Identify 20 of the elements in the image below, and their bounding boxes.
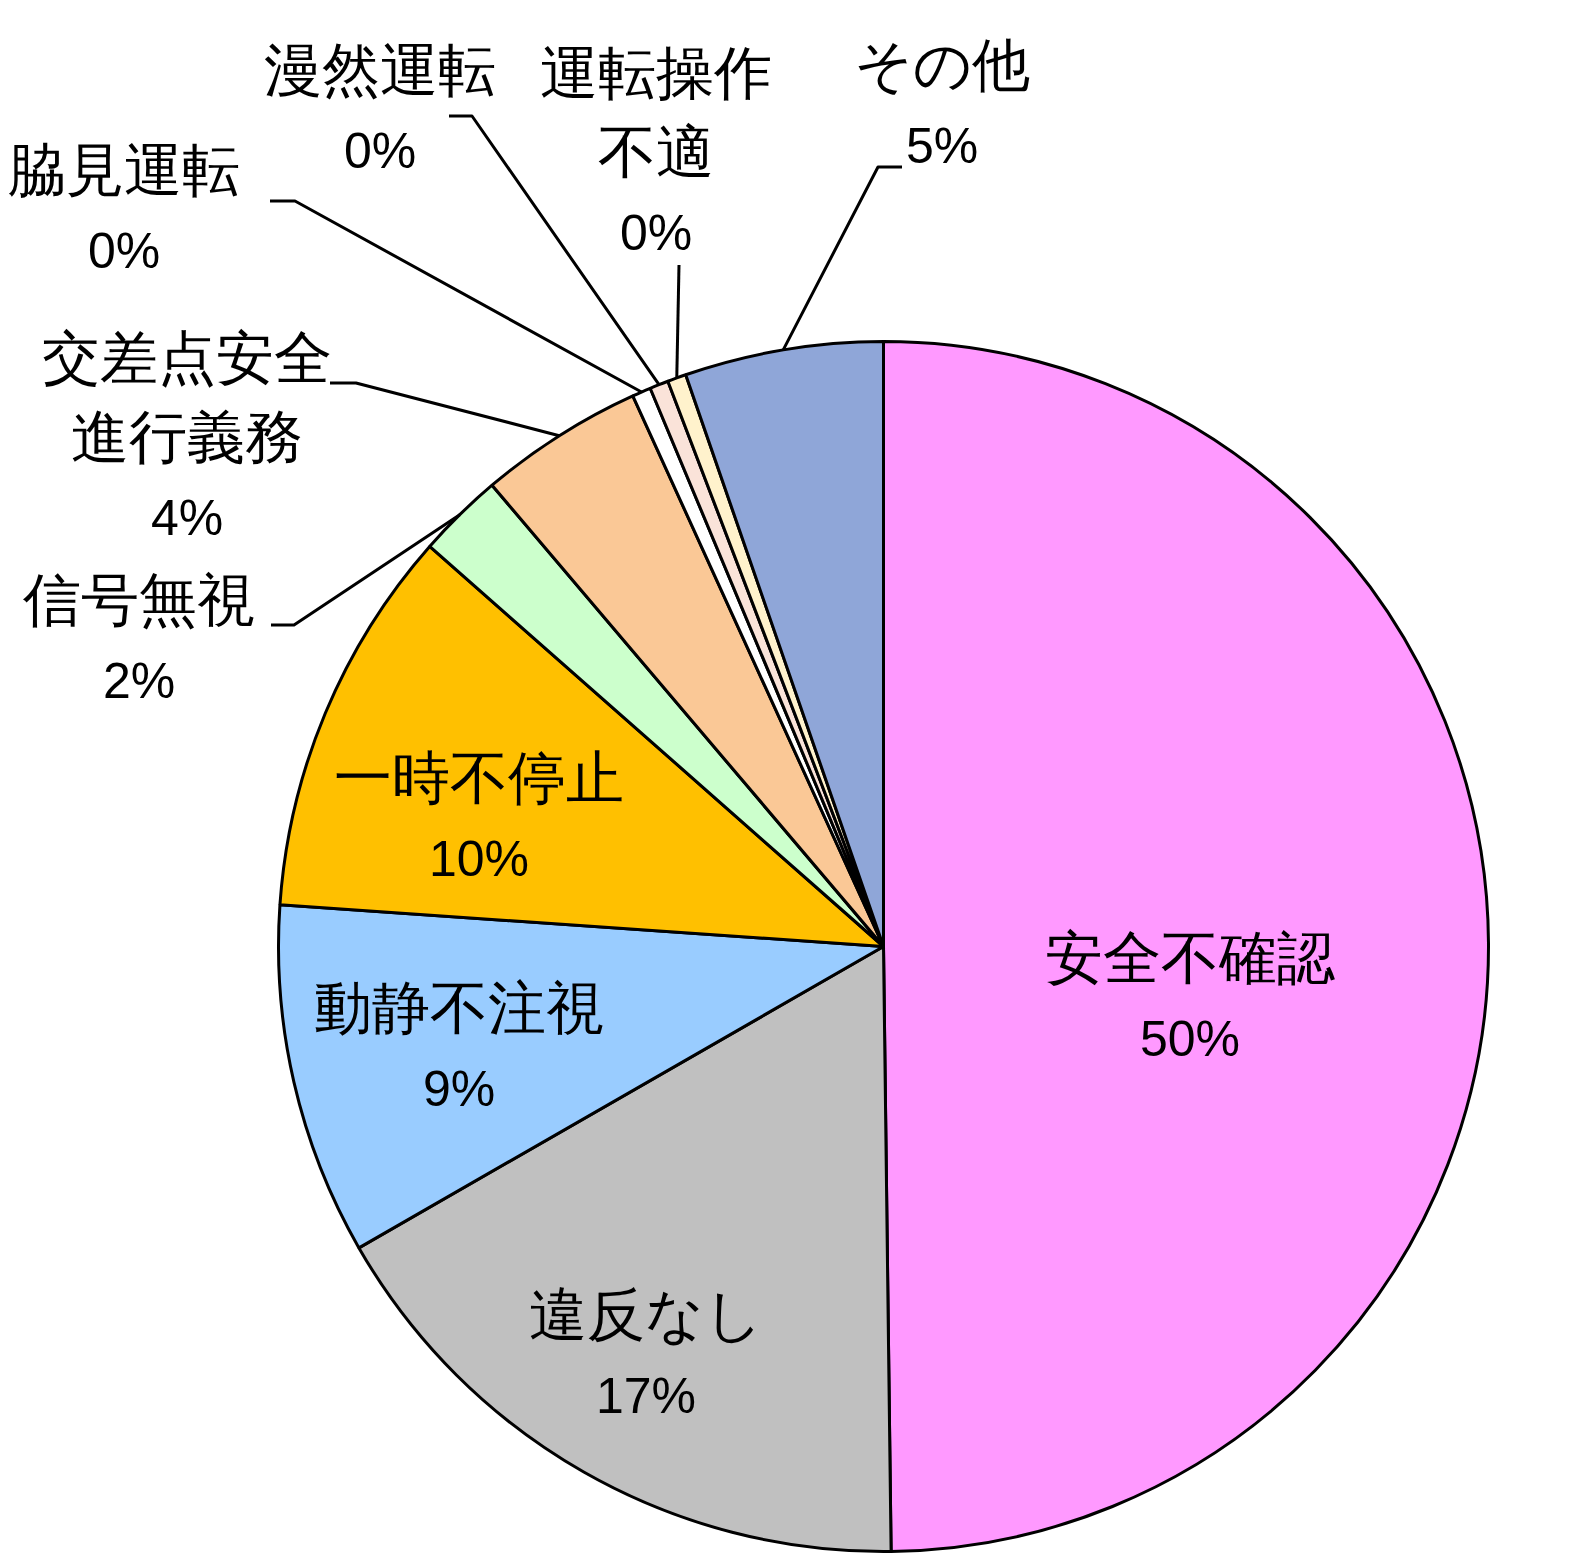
data-label: 0% bbox=[619, 204, 693, 261]
data-label: 2% bbox=[102, 652, 176, 709]
data-label: 17% bbox=[595, 1367, 697, 1424]
slice-label: 運転操作不適 bbox=[540, 39, 772, 187]
slice-label: 交差点安全進行義務 bbox=[42, 324, 332, 472]
slice-label: その他 bbox=[854, 31, 1030, 100]
data-label: 50% bbox=[1139, 1010, 1241, 1067]
data-label: 9% bbox=[422, 1060, 496, 1117]
slice-label: 信号無視 bbox=[23, 566, 255, 635]
slice-label: 動静不注視 bbox=[314, 974, 604, 1043]
data-label: 4% bbox=[150, 489, 224, 546]
data-label: 0% bbox=[343, 122, 417, 179]
slice-label: 脇見運転 bbox=[8, 136, 240, 205]
data-label: 5% bbox=[905, 117, 979, 174]
slice-label: 安全不確認 bbox=[1045, 924, 1335, 993]
slice-label: 一時不停止 bbox=[334, 744, 624, 813]
data-label: 10% bbox=[428, 830, 530, 887]
slice-label: 違反なし bbox=[529, 1281, 763, 1350]
slice-label: 漫然運転 bbox=[264, 36, 496, 105]
data-label: 0% bbox=[87, 222, 161, 279]
